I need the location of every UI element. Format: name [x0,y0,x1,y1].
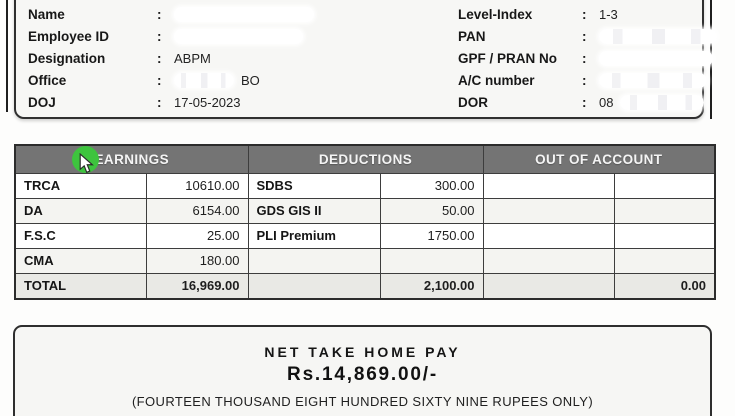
field-name: Name : [28,4,314,26]
field-value [599,72,707,88]
field-designation: Designation : ABPM [28,48,314,70]
header-deductions: DEDUCTIONS [247,144,484,174]
table-row: F.S.C 25.00 PLI Premium 1750.00 [14,222,716,249]
field-value: ABPM [174,50,211,66]
deduction-name: SDBS [247,172,381,199]
mouse-cursor-icon [79,153,94,174]
employee-info-box: Name : Employee ID : Designation : ABPM … [14,0,717,119]
field-office: Office : BO [28,69,314,91]
dor-prefix: 08 [599,94,614,110]
earning-name: DA [14,197,147,224]
field-colon: : [582,94,587,110]
total-earnings: 16,969.00 [145,272,249,300]
field-label: Office [28,72,67,88]
total-label: TOTAL [14,272,147,300]
redaction-patch [174,72,234,88]
out-name [482,247,615,274]
deduction-amount [379,247,484,274]
redaction-patch [174,29,303,45]
out-amount [613,197,716,224]
employee-info-left-column: Name : Employee ID : Designation : ABPM … [28,4,314,113]
net-pay-box: NET TAKE HOME PAY Rs.14,869.00/- (FOURTE… [13,325,712,416]
total-out-name [482,272,615,300]
table-row: DA 6154.00 GDS GIS II 50.00 [14,197,716,224]
net-pay-amount: Rs.14,869.00/- [287,364,438,385]
field-colon: : [582,72,587,88]
field-employee-id: Employee ID : [28,26,314,48]
out-amount [613,172,716,199]
header-out-of-account: OUT OF ACCOUNT [482,144,716,174]
deduction-name [247,247,381,274]
field-colon: : [157,50,162,66]
earning-amount: 25.00 [145,222,249,249]
redaction-patch [599,72,707,88]
field-colon: : [582,29,587,45]
table-row: CMA 180.00 [14,247,716,274]
field-label: Name [28,7,65,23]
field-label: GPF / PRAN No [458,50,558,66]
field-pan: PAN : [458,26,717,48]
out-amount [613,222,716,249]
deduction-name: PLI Premium [247,222,381,249]
field-value [174,29,303,45]
field-label: A/C number [458,72,535,88]
field-colon: : [582,7,587,23]
field-level-index: Level-Index : 1-3 [458,4,717,26]
out-amount [613,247,716,274]
earning-name: CMA [14,247,147,274]
net-pay-title: NET TAKE HOME PAY [264,344,461,360]
field-value [174,7,314,23]
table-header-row: EARNINGS DEDUCTIONS OUT OF ACCOUNT [14,144,716,174]
redaction-patch [174,7,314,23]
out-name [482,222,615,249]
net-pay-amount-in-words: (FOURTEEN THOUSAND EIGHT HUNDRED SIXTY N… [131,394,594,409]
field-label: Employee ID [28,29,110,45]
header-earnings: EARNINGS [14,144,249,174]
earning-name: F.S.C [14,222,147,249]
earning-amount: 180.00 [145,247,249,274]
field-ac-number: A/C number : [458,69,717,91]
field-doj: DOJ : 17-05-2023 [28,91,314,113]
deduction-amount: 1750.00 [379,222,484,249]
field-label: Designation [28,50,106,66]
redaction-patch [620,94,705,110]
field-label: DOR [458,94,488,110]
field-gpf-pran: GPF / PRAN No : [458,48,717,70]
table-row: TRCA 10610.00 SDBS 300.00 [14,172,716,199]
field-label: DOJ [28,94,56,110]
field-colon: : [582,50,587,66]
field-value: 1-3 [599,7,618,23]
page-edge-left [6,0,8,112]
table-total-row: TOTAL 16,969.00 2,100.00 0.00 [14,272,716,300]
deduction-amount: 300.00 [379,172,484,199]
field-value [599,29,717,45]
office-suffix: BO [241,72,260,88]
field-value: BO [174,72,260,88]
employee-info-right-column: Level-Index : 1-3 PAN : GPF / PRAN No : … [458,4,717,113]
salary-table: EARNINGS DEDUCTIONS OUT OF ACCOUNT TRCA … [14,144,717,300]
field-colon: : [157,94,162,110]
field-label: PAN [458,29,486,45]
total-deduction-name [247,272,381,300]
field-colon: : [157,72,162,88]
redaction-patch [599,50,713,66]
deduction-amount: 50.00 [379,197,484,224]
field-colon: : [157,7,162,23]
field-label: Level-Index [458,7,533,23]
field-value: 17-05-2023 [174,94,241,110]
deduction-name: GDS GIS II [247,197,381,224]
field-value [599,50,713,66]
total-out-of-account: 0.00 [613,272,716,300]
field-value: 08 [599,94,705,110]
field-colon: : [157,29,162,45]
earning-amount: 6154.00 [145,197,249,224]
redaction-patch [599,29,717,45]
earning-name: TRCA [14,172,147,199]
field-dor: DOR : 08 [458,91,717,113]
total-deductions: 2,100.00 [379,272,484,300]
earning-amount: 10610.00 [145,172,249,199]
out-name [482,197,615,224]
out-name [482,172,615,199]
